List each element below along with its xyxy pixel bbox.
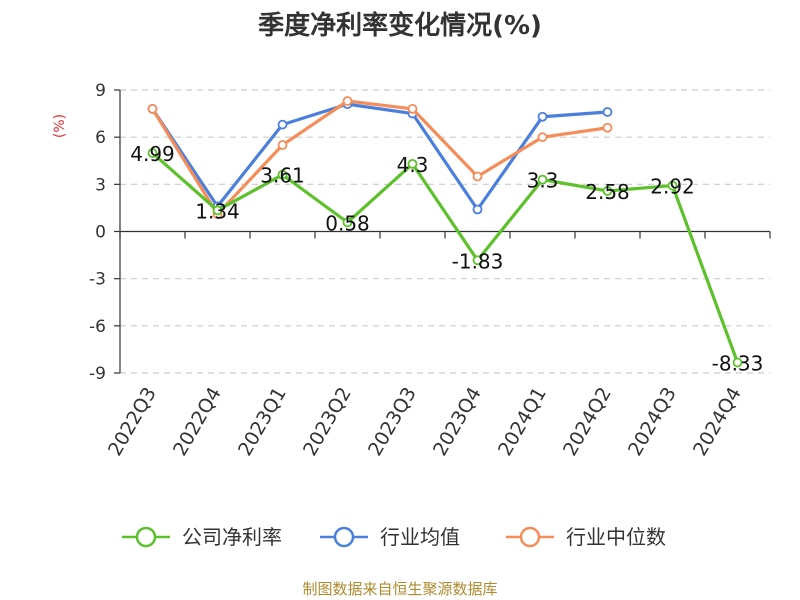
- y-tick-label: 3: [95, 175, 106, 195]
- y-tick-label: 0: [95, 223, 106, 243]
- legend-item[interactable]: 公司净利率: [122, 525, 282, 549]
- x-ticks: 2022Q3 2022Q4 2023Q1 2023Q2 2023Q3 2023Q4 2024…: [104, 384, 746, 460]
- chart-title: 季度净利率变化情况(%): [258, 10, 542, 41]
- data-label: -1.83: [452, 249, 504, 273]
- data-label: 2.58: [585, 180, 630, 204]
- series-line: [151, 151, 740, 364]
- legend-marker: [135, 526, 157, 548]
- series-1: [147, 99, 613, 215]
- data-point: [732, 357, 743, 368]
- legend-label: 行业均值: [380, 525, 460, 549]
- legend-marker: [519, 526, 541, 548]
- x-tick-label: 2024Q4: [689, 384, 746, 460]
- data-point: [537, 111, 548, 122]
- data-point: [537, 132, 548, 143]
- data-label: 3.61: [260, 164, 305, 188]
- x-tick-label: 2023Q4: [429, 384, 486, 460]
- data-labels: 4.99 1.34 3.61 0.58 4.3 -1.83 3.3 2.58 2.92 -8.33: [130, 142, 763, 375]
- data-point: [342, 96, 353, 106]
- data-point: [667, 180, 678, 191]
- data-point: [537, 174, 548, 185]
- data-point: [342, 217, 353, 228]
- legend-item[interactable]: 行业中位数: [506, 525, 666, 549]
- data-label: 4.99: [130, 142, 175, 166]
- x-tick-label: 2022Q3: [104, 384, 161, 460]
- data-point: [277, 140, 288, 150]
- data-point: [277, 119, 288, 130]
- data-point: [472, 171, 483, 182]
- series: [147, 96, 743, 368]
- data-point: [602, 186, 613, 196]
- legend-label: 行业中位数: [566, 525, 666, 549]
- source-note: 制图数据来自恒生聚源数据库: [302, 580, 497, 598]
- x-tick-label: 2023Q3: [364, 384, 421, 460]
- x-tick-label: 2023Q2: [299, 384, 356, 460]
- axes: [114, 89, 771, 374]
- data-label: 0.58: [325, 211, 370, 235]
- y-ticks: 9 6 3 0 -3 -6 -9: [89, 81, 106, 384]
- data-point: [472, 204, 483, 215]
- data-point: [472, 255, 483, 266]
- data-point: [212, 205, 223, 216]
- data-point: [602, 107, 613, 117]
- data-label: 1.34: [195, 199, 240, 223]
- y-tick-label: -9: [89, 364, 106, 384]
- legend: 公司净利率 行业均值 行业中位数: [122, 525, 666, 549]
- legend-item[interactable]: 行业均值: [320, 525, 460, 549]
- data-point: [602, 122, 613, 133]
- data-point: [407, 158, 418, 169]
- y-tick-label: 9: [95, 81, 106, 101]
- data-label: 2.92: [650, 175, 695, 199]
- x-tick-label: 2023Q1: [234, 384, 291, 460]
- x-tick-label: 2022Q4: [169, 384, 226, 460]
- x-tick-label: 2024Q1: [494, 384, 551, 460]
- data-point: [277, 169, 288, 180]
- series-0: [147, 148, 743, 368]
- y-tick-label: -6: [89, 317, 106, 337]
- legend-label: 公司净利率: [182, 525, 282, 549]
- y-axis-label: (%): [52, 114, 68, 138]
- data-label: 4.3: [397, 153, 429, 177]
- grid: [120, 89, 770, 374]
- data-point: [407, 103, 418, 114]
- x-tick-label: 2024Q2: [559, 384, 616, 460]
- data-point: [147, 103, 158, 114]
- data-label: -8.33: [712, 351, 764, 375]
- series-line: [151, 102, 608, 212]
- data-point: [147, 148, 158, 158]
- y-tick-label: 6: [95, 128, 106, 148]
- legend-marker: [333, 526, 355, 548]
- y-tick-label: -3: [89, 270, 106, 290]
- data-label: 3.3: [527, 169, 559, 193]
- x-tick-label: 2024Q3: [624, 384, 681, 460]
